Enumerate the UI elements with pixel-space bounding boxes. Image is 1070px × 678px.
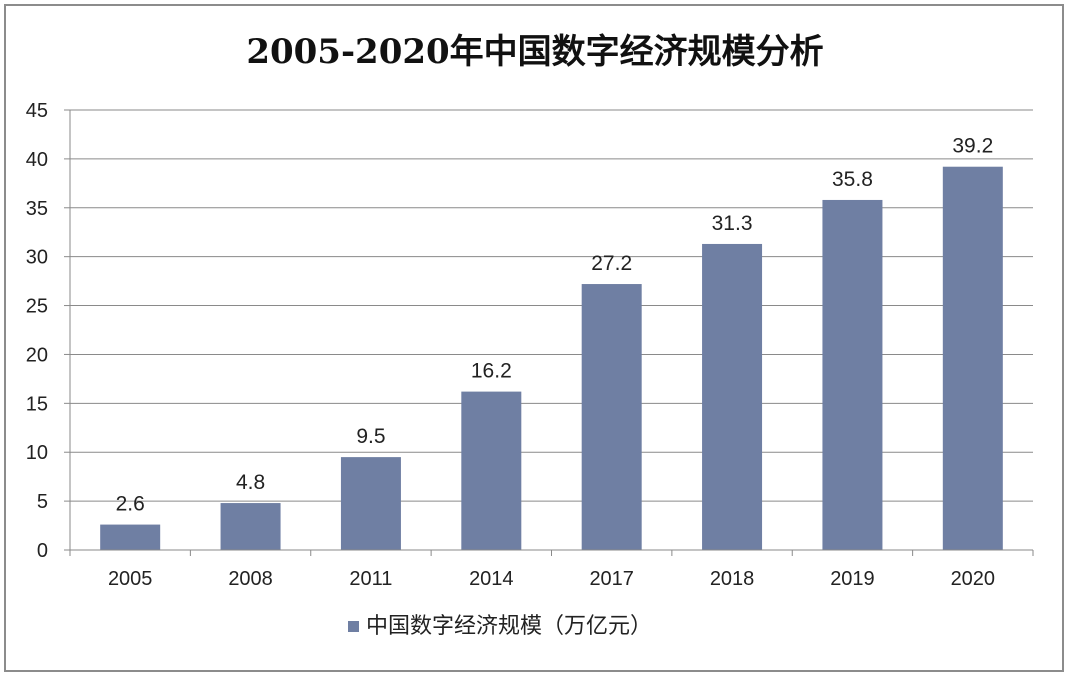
- y-tick-label: 15: [26, 393, 48, 415]
- data-label: 35.8: [832, 168, 873, 191]
- data-label: 31.3: [712, 212, 753, 235]
- data-label: 2.6: [116, 493, 145, 516]
- data-labels: 2.6 4.8 9.5 16.2 27.2 31.3 35.8 39.2: [116, 135, 994, 516]
- bar: [942, 166, 1003, 550]
- y-tick-label: 20: [26, 344, 48, 366]
- chart-frame: [4, 4, 1064, 672]
- legend-label: 中国数字经济规模（万亿元）: [366, 614, 652, 639]
- axes: [69, 110, 1034, 556]
- x-tick-label: 2011: [349, 568, 392, 590]
- x-tick-label: 2005: [108, 568, 153, 590]
- x-tick-label: 2014: [469, 568, 514, 590]
- y-axis-ticks: 0 5 10 15 20 25 30 35 40 45: [26, 100, 70, 562]
- data-label: 39.2: [952, 135, 993, 158]
- data-label: 27.2: [591, 252, 632, 275]
- y-tick-label: 35: [26, 198, 48, 220]
- bar: [220, 503, 281, 550]
- legend-swatch: [348, 621, 359, 632]
- y-tick-label: 0: [37, 540, 48, 562]
- data-label: 9.5: [356, 425, 385, 448]
- x-tick-label: 2008: [228, 568, 273, 590]
- gridlines: [70, 109, 1033, 502]
- y-tick-label: 45: [26, 100, 48, 122]
- bar: [702, 243, 763, 550]
- y-tick-label: 30: [26, 247, 48, 269]
- chart-title: 2005-2020年中国数字经济规模分析: [246, 32, 823, 72]
- bar: [822, 199, 883, 550]
- x-axis-ticks: 2005 2008 2011 2014 2017 2018 2019 2020: [108, 568, 995, 590]
- bar: [581, 284, 642, 550]
- y-tick-label: 25: [26, 296, 48, 318]
- x-tick-label: 2019: [830, 568, 875, 590]
- bar: [100, 524, 161, 550]
- bar: [461, 391, 522, 550]
- y-tick-label: 5: [37, 491, 48, 513]
- legend: 中国数字经济规模（万亿元）: [348, 614, 652, 639]
- data-label: 16.2: [471, 360, 512, 383]
- x-tick-label: 2017: [589, 568, 634, 590]
- bars: [100, 166, 1003, 550]
- bar: [340, 457, 401, 550]
- y-tick-label: 10: [26, 442, 48, 464]
- y-tick-label: 40: [26, 149, 48, 171]
- x-tick-label: 2020: [951, 568, 996, 590]
- data-label: 4.8: [236, 471, 265, 494]
- x-tick-label: 2018: [710, 568, 755, 590]
